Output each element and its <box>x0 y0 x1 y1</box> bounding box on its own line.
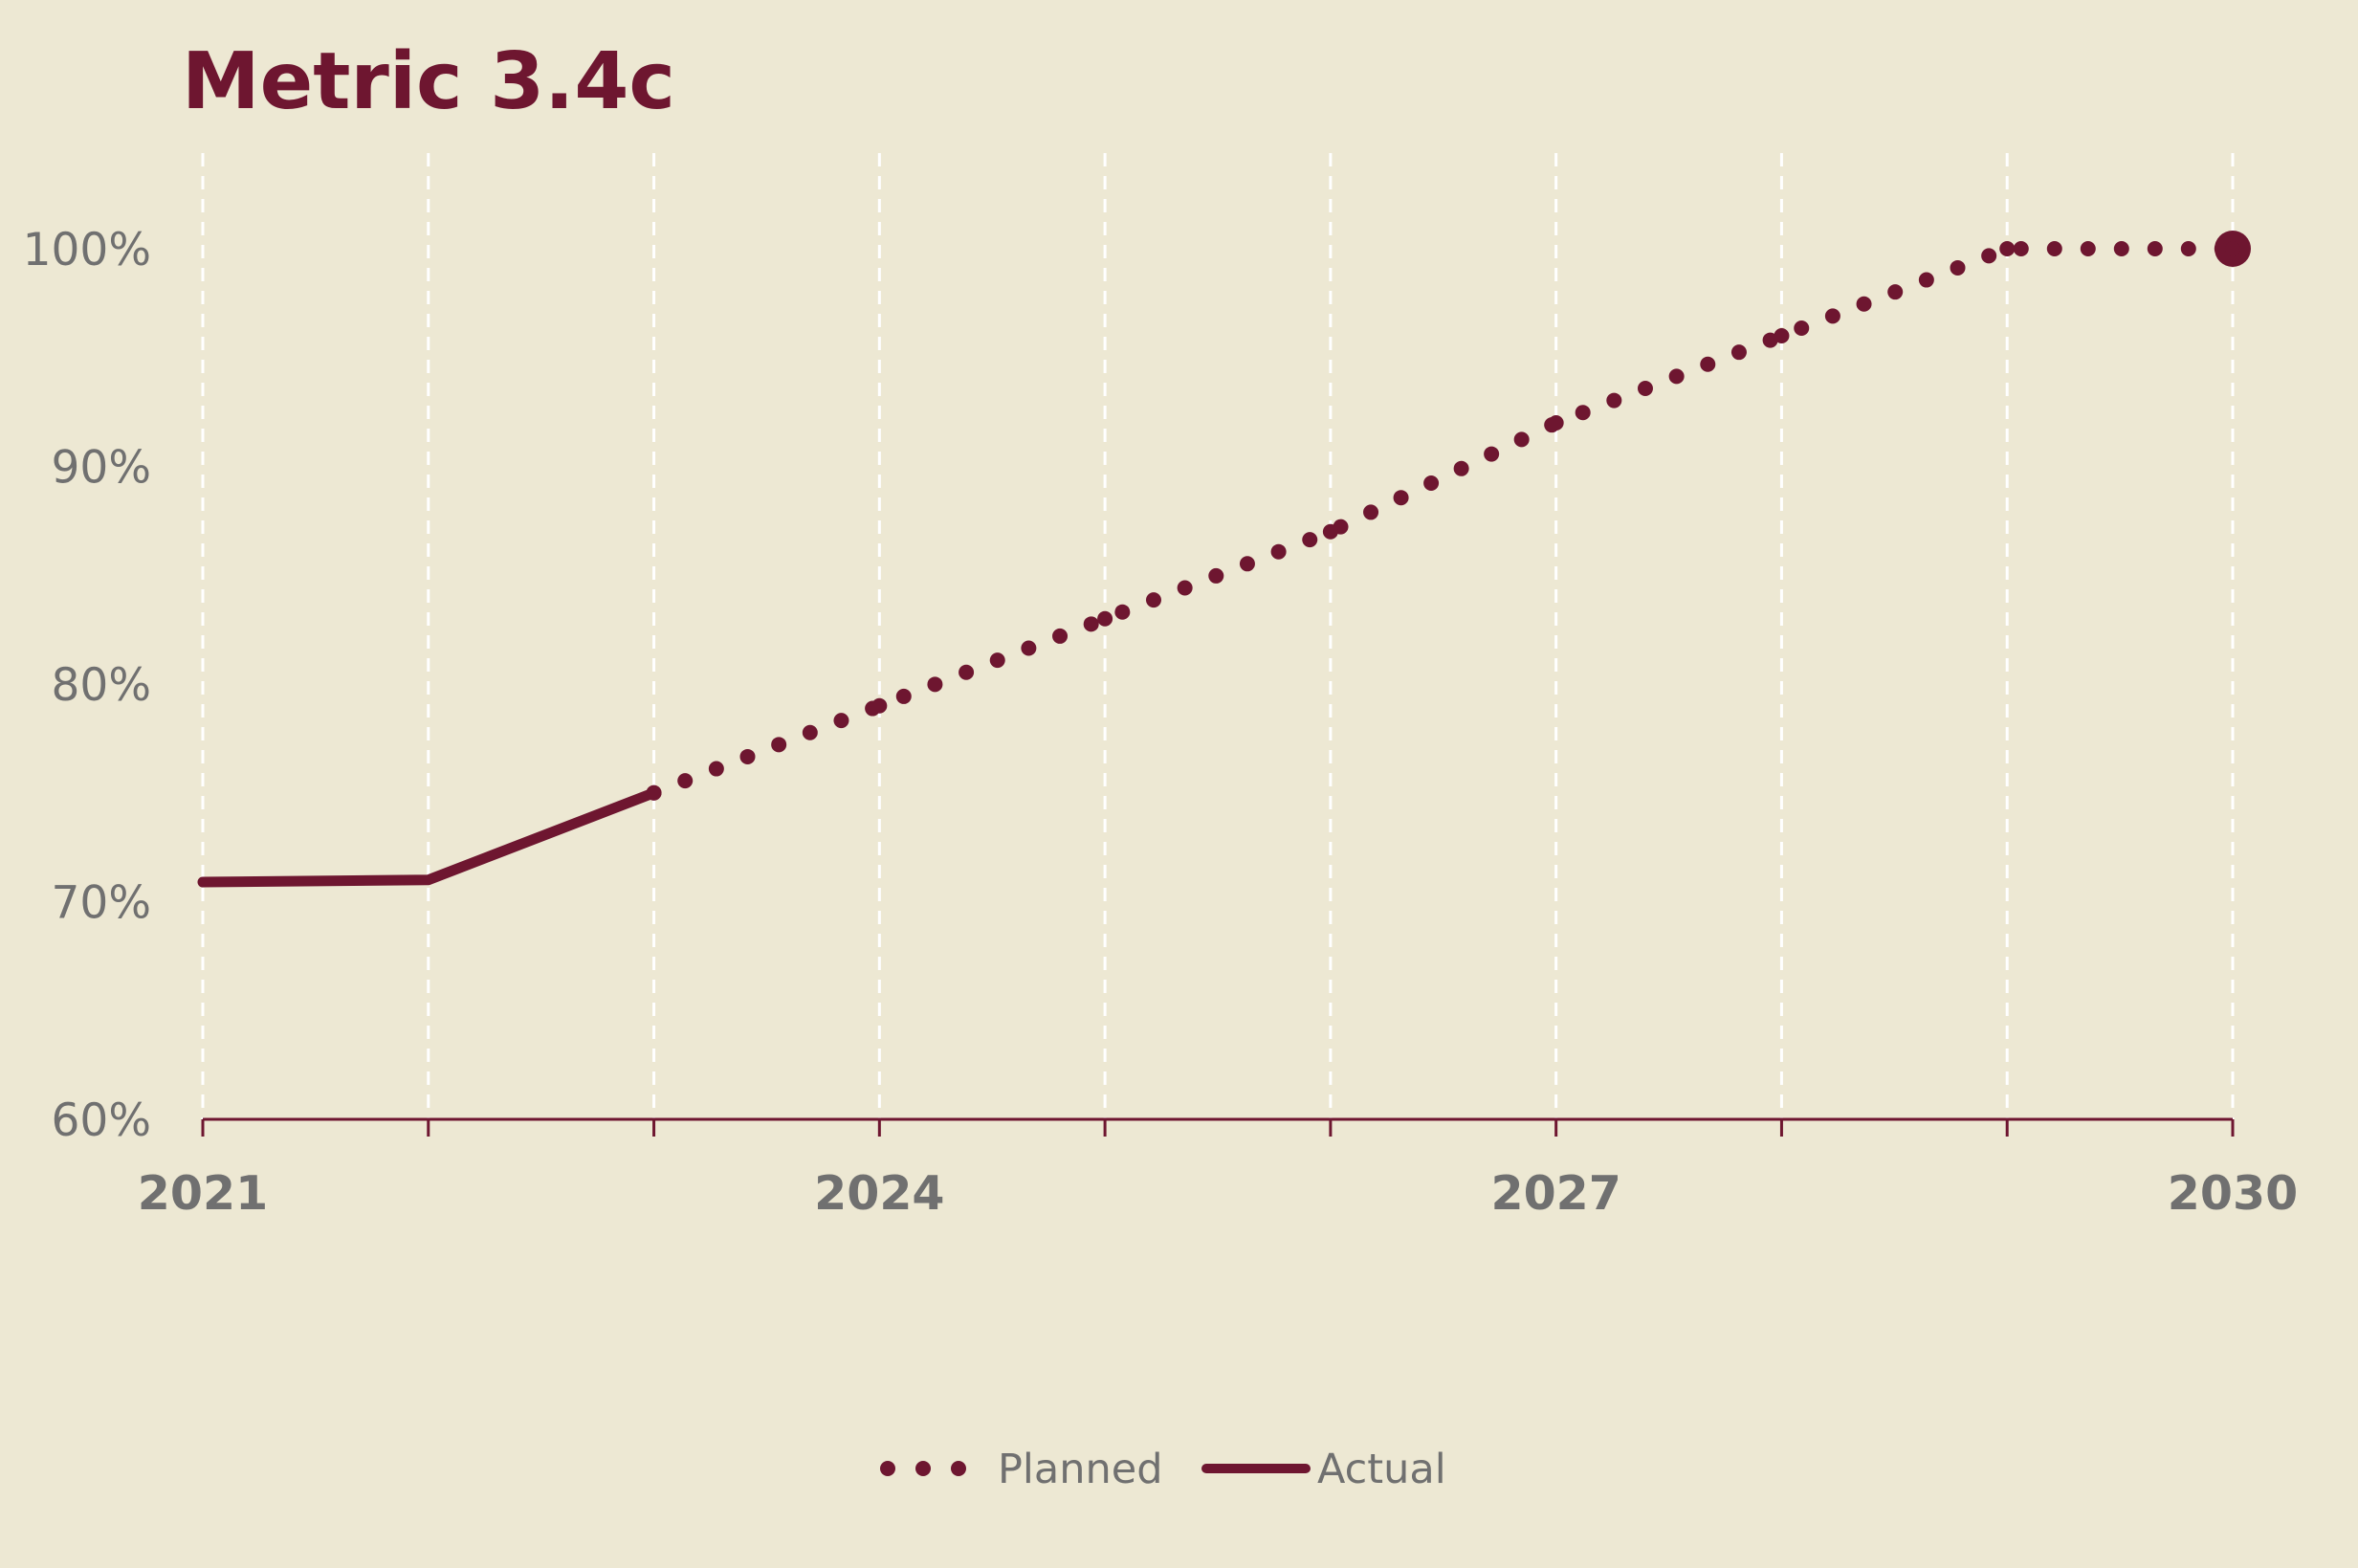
series-planned-dot-4 <box>771 737 787 753</box>
series-planned-dot-11 <box>989 652 1005 669</box>
series-planned-dot-44 <box>2013 241 2029 256</box>
series-planned-dot-32 <box>1637 380 1653 396</box>
series-planned-dot-23 <box>1363 504 1379 520</box>
series-planned-dot-48 <box>2147 241 2163 256</box>
series-planned-point-2030 <box>2225 241 2240 256</box>
legend-planned-symbol-dot-1 <box>915 1461 931 1476</box>
series-planned-dot-15 <box>1114 604 1131 620</box>
x-axis-tick-labels: 2021 2024 2027 2030 <box>138 1166 2298 1221</box>
series-planned-dot-43 <box>1981 248 1997 264</box>
series-planned-dot-45 <box>2046 241 2062 256</box>
series-planned-dot-28 <box>1513 431 1530 448</box>
series-planned-dot-25 <box>1423 475 1440 491</box>
series-planned-point-2025 <box>1097 610 1113 627</box>
series-planned-dot-9 <box>927 676 943 693</box>
series-planned-dot-14 <box>1083 616 1099 632</box>
legend-actual-label: Actual <box>1317 1446 1446 1493</box>
series-planned-point-2026 <box>1322 523 1338 540</box>
series-planned-point-2027 <box>1548 415 1564 431</box>
series-planned-dot-5 <box>802 724 818 740</box>
x-axis <box>201 1117 2235 1137</box>
series-planned-dot-6 <box>833 713 849 729</box>
legend: Planned Actual <box>880 1446 1446 1493</box>
series-planned-dot-41 <box>1918 272 1934 288</box>
series-planned-dot-3 <box>739 748 756 764</box>
series-planned-dot-13 <box>1052 628 1069 644</box>
series-planned-point-2029 <box>1999 241 2016 256</box>
series-planned-dot-12 <box>1021 640 1037 656</box>
series-planned-dot-39 <box>1856 296 1872 312</box>
series-planned-dot-20 <box>1270 543 1287 560</box>
legend-planned-label: Planned <box>998 1446 1162 1493</box>
series-planned-dot-30 <box>1575 405 1591 421</box>
series-planned-dot-37 <box>1794 320 1810 336</box>
series-planned-point-2024 <box>871 697 888 714</box>
series-layer <box>197 231 2251 888</box>
series-planned-dot-21 <box>1302 532 1318 548</box>
series-planned-dot-42 <box>1950 259 1966 276</box>
gridlines <box>201 153 2235 1119</box>
y-tick-label-60: 60% <box>52 1094 151 1147</box>
series-planned-dot-49 <box>2180 241 2196 256</box>
y-tick-label-100: 100% <box>23 224 151 276</box>
y-axis-tick-labels: 60% 70% 80% 90% 100% <box>23 224 151 1147</box>
series-planned-dot-18 <box>1208 567 1224 584</box>
series-planned-dot-38 <box>1824 308 1840 324</box>
series-planned-dot-26 <box>1453 460 1469 476</box>
series-planned-dot-24 <box>1393 490 1409 506</box>
y-tick-label-70: 70% <box>52 877 151 930</box>
series-actual-line <box>197 787 660 888</box>
x-tick-label-2024: 2024 <box>814 1166 944 1221</box>
series-planned-dot-46 <box>2080 241 2096 256</box>
series-planned-point-2028 <box>1774 328 1790 343</box>
series-planned-dot-40 <box>1887 284 1904 300</box>
series-planned-dot-19 <box>1239 556 1255 572</box>
legend-planned-symbol-dot-2 <box>951 1461 966 1476</box>
x-tick-label-2021: 2021 <box>138 1166 268 1221</box>
series-planned-dot-17 <box>1177 580 1193 596</box>
legend-planned-symbol-dot-0 <box>880 1461 895 1476</box>
series-planned-dot-16 <box>1145 592 1161 608</box>
chart-title: Metric 3.4c <box>182 36 675 127</box>
series-planned-dot-8 <box>895 688 912 704</box>
series-planned-dot-35 <box>1730 344 1747 361</box>
series-planned-dot-10 <box>959 664 975 680</box>
series-planned-dot-2 <box>708 761 724 777</box>
x-tick-label-2030: 2030 <box>2168 1166 2298 1221</box>
x-tick-label-2027: 2027 <box>1490 1166 1620 1221</box>
y-tick-label-80: 80% <box>52 659 151 712</box>
series-planned-dot-27 <box>1484 446 1500 462</box>
series-planned-dot-1 <box>677 773 694 789</box>
series-planned-dot-31 <box>1606 392 1622 409</box>
y-tick-label-90: 90% <box>52 442 151 495</box>
series-planned-dot-47 <box>2113 241 2129 256</box>
series-planned-dot-33 <box>1668 368 1685 385</box>
series-planned-dot-34 <box>1700 356 1716 372</box>
